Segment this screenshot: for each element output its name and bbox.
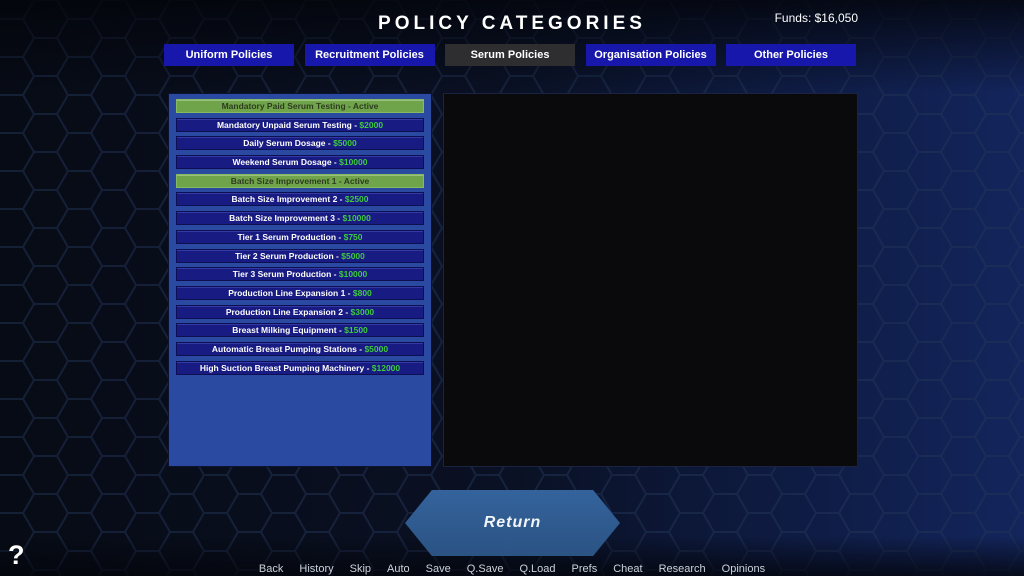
policy-separator: - (325, 138, 334, 149)
policy-name: Tier 2 Serum Production (235, 250, 334, 261)
page-title: POLICY CATEGORIES (378, 13, 646, 34)
policy-button-mandatory-paid-serum-testing[interactable]: Mandatory Paid Serum Testing - Active (176, 99, 424, 113)
policy-name: Production Line Expansion 1 (228, 287, 346, 298)
policy-button-daily-serum-dosage[interactable]: Daily Serum Dosage - $5000 (176, 136, 424, 151)
policy-separator: - (331, 157, 340, 168)
policy-button-tier-2-serum-production[interactable]: Tier 2 Serum Production - $5000 (176, 248, 424, 263)
policy-separator: - (336, 231, 344, 242)
policy-button-production-line-expansion-2[interactable]: Production Line Expansion 2 - $3000 (176, 304, 424, 319)
return-button[interactable]: Return (405, 490, 620, 556)
quick-menu-opinions[interactable]: Opinions (721, 563, 766, 575)
tab-recruitment-policies[interactable]: Recruitment Policies (304, 44, 435, 66)
policy-name: Batch Size Improvement 3 (229, 213, 335, 224)
policy-name: Batch Size Improvement 1 (230, 175, 337, 186)
policy-separator: - (342, 306, 351, 317)
policy-price: $750 (343, 231, 363, 242)
quick-menu-skip[interactable]: Skip (349, 563, 372, 575)
policy-price: $3000 (350, 306, 375, 317)
policy-name: Production Line Expansion 2 (225, 306, 343, 317)
policy-separator: - (356, 343, 365, 354)
policy-separator: - (336, 175, 344, 186)
policy-button-high-suction-breast-pumping-machinery[interactable]: High Suction Breast Pumping Machinery - … (176, 360, 424, 375)
quick-menu-prefs[interactable]: Prefs (571, 563, 598, 575)
tab-other-policies[interactable]: Other Policies (726, 44, 856, 66)
policy-separator: - (345, 287, 353, 298)
policy-price: $10000 (338, 269, 368, 280)
policy-name: Daily Serum Dosage (243, 138, 326, 149)
policy-price: $10000 (342, 213, 371, 224)
policy-list-panel: Mandatory Paid Serum Testing - Active Man… (168, 93, 432, 467)
tab-organisation-policies[interactable]: Organisation Policies (585, 44, 716, 66)
quick-menu-research[interactable]: Research (658, 563, 706, 575)
quick-menu-q-load[interactable]: Q.Load (519, 563, 556, 575)
quick-menu: Back History Skip Auto Save Q.Save Q.Load Prefs… (0, 563, 1024, 575)
tab-serum-policies[interactable]: Serum Policies (445, 44, 575, 66)
policy-price: $1500 (344, 325, 368, 336)
help-icon[interactable]: ? (8, 540, 25, 570)
policy-button-production-line-expansion-1[interactable]: Production Line Expansion 1 - $800 (176, 285, 424, 300)
policy-price: $10000 (339, 157, 368, 168)
quick-menu-q-save[interactable]: Q.Save (466, 563, 504, 575)
policy-separator: - (331, 269, 339, 280)
policy-name: Breast Milking Equipment (232, 325, 337, 336)
policy-price: $800 (352, 287, 372, 298)
policy-button-breast-milking-equipment[interactable]: Breast Milking Equipment - $1500 (176, 323, 424, 338)
quick-menu-history[interactable]: History (299, 563, 334, 575)
policy-separator: - (337, 194, 345, 205)
policy-separator: - (345, 101, 353, 111)
policy-button-batch-size-improvement-2[interactable]: Batch Size Improvement 2 - $2500 (176, 192, 424, 207)
quick-menu-back[interactable]: Back (258, 563, 284, 575)
policy-button-weekend-serum-dosage[interactable]: Weekend Serum Dosage - $10000 (176, 155, 424, 170)
policy-price: $2500 (344, 194, 369, 205)
policy-button-batch-size-improvement-3[interactable]: Batch Size Improvement 3 - $10000 (176, 211, 424, 226)
policy-list: Mandatory Paid Serum Testing - Active Man… (169, 94, 431, 380)
policy-button-tier-3-serum-production[interactable]: Tier 3 Serum Production - $10000 (176, 267, 424, 282)
policy-price: $5000 (333, 138, 357, 149)
quick-menu-auto[interactable]: Auto (387, 563, 410, 575)
policy-separator: - (333, 250, 342, 261)
tab-uniform-policies[interactable]: Uniform Policies (164, 44, 294, 66)
policy-separator: - (334, 213, 343, 224)
tab-bar: Uniform Policies Recruitment Policies Seru… (164, 44, 856, 66)
quick-menu-save[interactable]: Save (425, 563, 451, 575)
policy-name: Automatic Breast Pumping Stations (211, 343, 357, 354)
policy-name: Batch Size Improvement 2 (231, 194, 338, 205)
policy-name: Mandatory Paid Serum Testing (221, 101, 346, 111)
policy-button-mandatory-unpaid-serum-testing[interactable]: Mandatory Unpaid Serum Testing - $2000 (176, 117, 424, 132)
policy-name: Tier 1 Serum Production (237, 231, 337, 242)
policy-separator: - (364, 362, 372, 373)
policy-status: Active (352, 101, 379, 111)
policy-price: $5000 (341, 250, 365, 261)
quick-menu-cheat[interactable]: Cheat (613, 563, 643, 575)
policy-price: $12000 (371, 362, 401, 373)
policy-name: High Suction Breast Pumping Machinery (199, 362, 365, 373)
policy-name: Weekend Serum Dosage (232, 157, 332, 168)
policy-separator: - (351, 119, 360, 130)
policy-price: $2000 (359, 119, 384, 130)
policy-button-automatic-breast-pumping-stations[interactable]: Automatic Breast Pumping Stations - $500… (176, 341, 424, 356)
funds-display: Funds: $16,050 (774, 11, 858, 25)
policy-status: Active (343, 175, 370, 186)
policy-detail-panel (443, 93, 858, 467)
policy-name: Mandatory Unpaid Serum Testing (216, 119, 352, 130)
return-button-label: Return (483, 514, 542, 531)
policy-price: $5000 (364, 343, 389, 354)
policy-button-tier-1-serum-production[interactable]: Tier 1 Serum Production - $750 (176, 229, 424, 244)
policy-name: Tier 3 Serum Production (232, 269, 332, 280)
policy-separator: - (336, 325, 345, 336)
policy-button-batch-size-improvement-1[interactable]: Batch Size Improvement 1 - Active (176, 173, 424, 188)
